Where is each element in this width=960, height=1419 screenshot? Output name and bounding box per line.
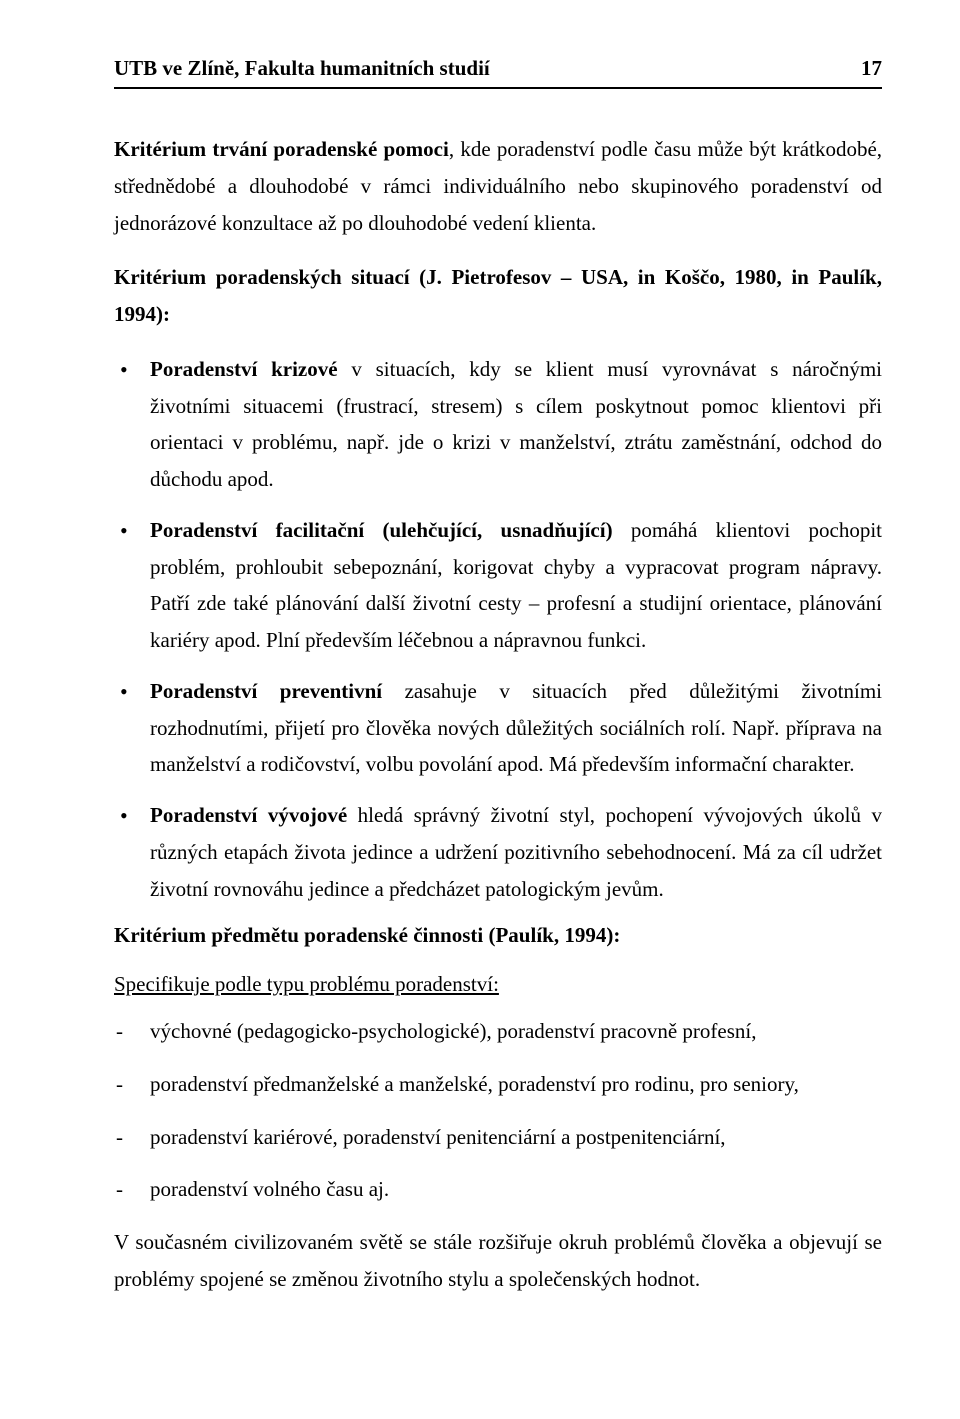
specifies-line: Specifikuje podle typu problému poradens… xyxy=(114,966,882,1003)
bullet-bold: Poradenství facilitační (ulehčující, usn… xyxy=(150,518,613,542)
dash-text: poradenství předmanželské a manželské, p… xyxy=(150,1072,799,1096)
bullet-bold: Poradenství krizové xyxy=(150,357,338,381)
page: UTB ve Zlíně, Fakulta humanitních studií… xyxy=(0,0,960,1419)
dash-text: výchovné (pedagogicko-psychologické), po… xyxy=(150,1019,756,1043)
list-item: výchovné (pedagogicko-psychologické), po… xyxy=(114,1013,882,1050)
subject-heading: Kritérium předmětu poradenské činnosti (… xyxy=(114,923,882,948)
bullet-bold: Poradenství preventivní xyxy=(150,679,382,703)
type-list: výchovné (pedagogicko-psychologické), po… xyxy=(114,1013,882,1208)
list-item: Poradenství krizové v situacích, kdy se … xyxy=(114,351,882,498)
list-item: Poradenství preventivní zasahuje v situa… xyxy=(114,673,882,783)
criteria-heading: Kritérium poradenských situací (J. Pietr… xyxy=(114,259,882,333)
intro-paragraph: Kritérium trvání poradenské pomoci, kde … xyxy=(114,131,882,241)
bullet-bold: Poradenství vývojové xyxy=(150,803,347,827)
specifies-text: Specifikuje podle typu problému poradens… xyxy=(114,972,499,996)
list-item: poradenství kariérové, poradenství penit… xyxy=(114,1119,882,1156)
list-item: poradenství volného času aj. xyxy=(114,1171,882,1208)
criteria-list: Poradenství krizové v situacích, kdy se … xyxy=(114,351,882,908)
list-item: Poradenství facilitační (ulehčující, usn… xyxy=(114,512,882,659)
dash-text: poradenství volného času aj. xyxy=(150,1177,389,1201)
intro-bold-label: Kritérium trvání poradenské pomoci xyxy=(114,137,449,161)
dash-text: poradenství kariérové, poradenství penit… xyxy=(150,1125,726,1149)
header-institution: UTB ve Zlíně, Fakulta humanitních studií xyxy=(114,56,490,81)
page-header: UTB ve Zlíně, Fakulta humanitních studií… xyxy=(114,56,882,89)
closing-paragraph: V současném civilizovaném světě se stále… xyxy=(114,1224,882,1298)
header-page-number: 17 xyxy=(861,56,882,81)
list-item: poradenství předmanželské a manželské, p… xyxy=(114,1066,882,1103)
list-item: Poradenství vývojové hledá správný život… xyxy=(114,797,882,907)
